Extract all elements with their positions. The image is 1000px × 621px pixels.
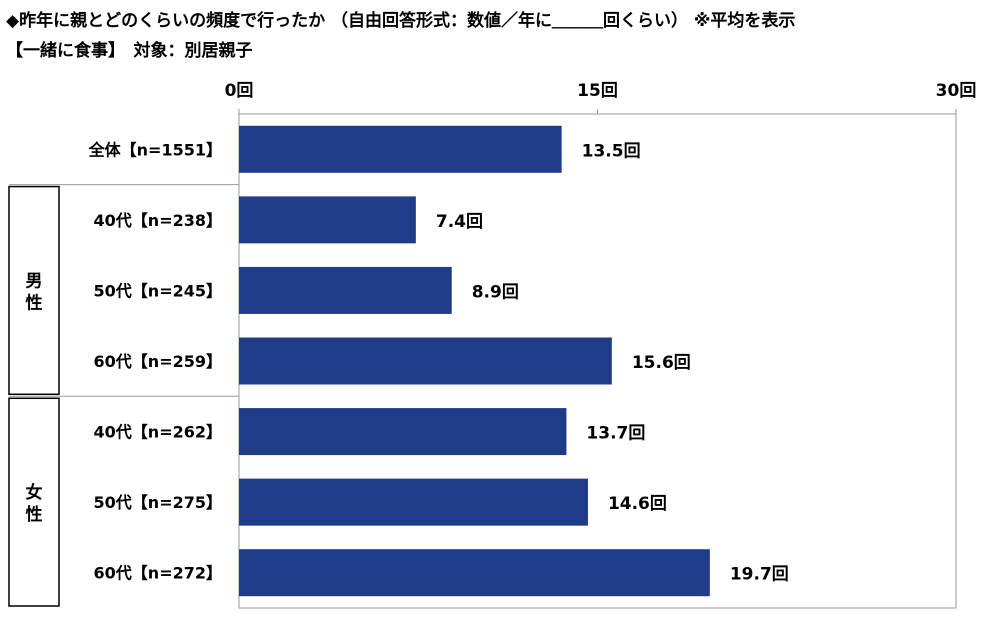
category-label: 40代【n=238】 [94,211,222,230]
bar [239,478,588,526]
value-label: 13.5回 [582,141,641,161]
category-label: 60代【n=259】 [94,352,222,371]
tick-label: 30回 [936,81,977,101]
bar [239,125,562,173]
bar [239,549,710,597]
group-label-char: 男 [26,271,43,291]
value-label: 14.6回 [608,494,667,514]
value-label: 15.6回 [632,353,691,373]
category-label: 全体【n=1551】 [88,140,222,159]
value-label: 13.7回 [586,424,645,444]
group-label-char: 性 [26,292,43,313]
bar [239,408,567,456]
tick-label: 0回 [225,81,254,101]
category-label: 40代【n=262】 [94,423,222,442]
bar [239,196,416,244]
chart-title: ◆昨年に親とどのくらいの頻度で行ったか （自由回答形式：数値／年に＿＿＿回くらい… [6,11,796,31]
category-label: 60代【n=272】 [94,564,222,583]
tick-label: 15回 [577,81,618,101]
value-label: 8.9回 [472,282,519,302]
group-label-char: 女 [26,482,43,503]
group-box-0 [8,185,60,396]
bar [239,337,612,385]
category-label: 50代【n=275】 [94,493,222,512]
category-label: 50代【n=245】 [94,281,222,300]
bar [239,266,452,314]
chart-subtitle: 【一緒に食事】 対象：別居親子 [6,41,253,61]
value-label: 7.4回 [436,212,483,232]
group-box-1 [8,397,60,607]
group-label-char: 性 [26,504,43,525]
value-label: 19.7回 [730,565,789,585]
